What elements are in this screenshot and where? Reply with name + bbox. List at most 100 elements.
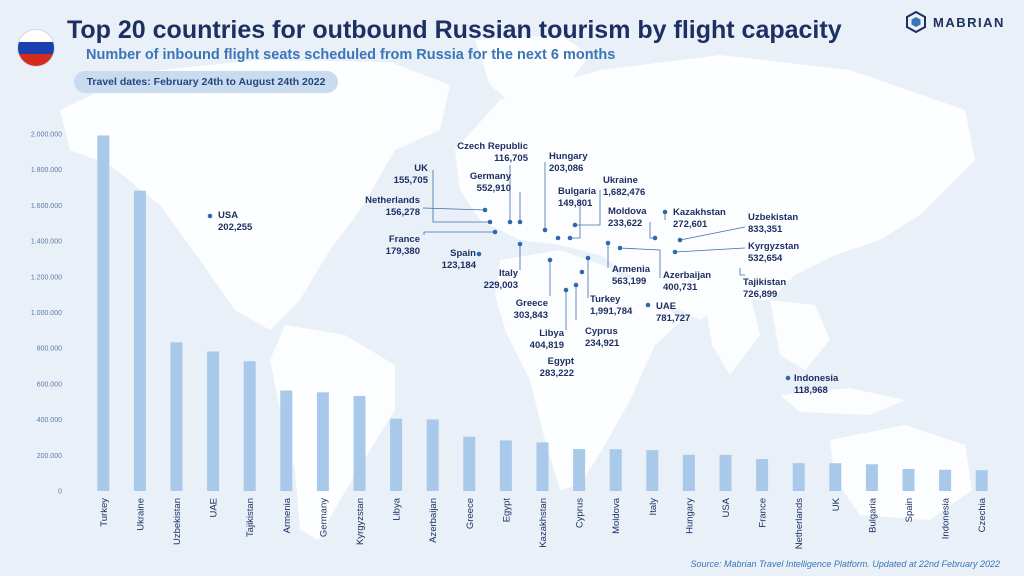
label-kyrgyzstan-name: Kyrgyzstan bbox=[748, 241, 800, 252]
page-title: Top 20 countries for outbound Russian to… bbox=[67, 16, 842, 44]
x-tick-label-kyrgyzstan: Kyrgyzstan bbox=[355, 498, 366, 545]
label-germany-value: 552,910 bbox=[476, 183, 511, 194]
label-hungary-value: 203,086 bbox=[549, 163, 584, 174]
label-tajikistan-value: 726,899 bbox=[743, 289, 778, 300]
dot-spain bbox=[476, 251, 482, 257]
dot-czech bbox=[507, 219, 513, 225]
leader-uzbekistan bbox=[679, 226, 746, 241]
label-moldova-value: 233,622 bbox=[608, 218, 643, 229]
label-azerbaijan: Azerbaijan 400,731 bbox=[663, 270, 711, 294]
bar-uk bbox=[829, 463, 842, 491]
label-indonesia: Indonesia 118,968 bbox=[794, 373, 838, 397]
label-netherlands-name: Netherlands bbox=[365, 195, 420, 206]
dot-turkey bbox=[585, 255, 591, 261]
x-tick-label-egypt: Egypt bbox=[501, 498, 512, 523]
x-tick-label-spain: Spain bbox=[904, 498, 915, 522]
map-europe-asia bbox=[455, 55, 975, 320]
dot-france bbox=[492, 229, 498, 235]
dot-azerbaijan bbox=[617, 245, 623, 251]
label-tajikistan: Tajikistan 726,899 bbox=[743, 277, 786, 301]
bar-indonesia bbox=[939, 469, 952, 491]
label-turkey-name: Turkey bbox=[590, 294, 621, 305]
bar-hungary bbox=[682, 454, 695, 491]
dot-tajikistan bbox=[652, 235, 658, 241]
label-azerbaijan-value: 400,731 bbox=[663, 282, 698, 293]
dot-egypt bbox=[579, 269, 585, 275]
dot-netherlands bbox=[482, 207, 488, 213]
bar-azerbaijan bbox=[426, 419, 439, 491]
x-axis-category-labels: Turkey Ukraine Uzbekistan UAE Tajikistan Arme… bbox=[99, 497, 988, 549]
label-kazakhstan: Kazakhstan 272,601 bbox=[673, 207, 726, 231]
label-armenia-value: 563,199 bbox=[612, 276, 647, 287]
bar-armenia bbox=[280, 390, 293, 491]
label-netherlands-value: 156,278 bbox=[385, 207, 420, 218]
hexagon-logo-icon bbox=[906, 11, 926, 33]
y-tick-label: 1.400.000 bbox=[31, 239, 62, 246]
label-germany: Germany 552,910 bbox=[467, 171, 511, 195]
label-spain: Spain 123,184 bbox=[436, 248, 476, 272]
label-czech-value: 116,705 bbox=[494, 153, 528, 164]
dot-usa bbox=[207, 213, 213, 219]
bar-ukraine bbox=[133, 190, 146, 491]
label-kyrgyzstan-value: 532,654 bbox=[748, 253, 783, 264]
bar-libya bbox=[390, 418, 403, 491]
bar-usa bbox=[719, 454, 732, 491]
label-ukraine-value: 1,682,476 bbox=[603, 187, 646, 198]
dot-greece bbox=[547, 257, 553, 263]
x-tick-label-turkey: Turkey bbox=[99, 498, 110, 527]
label-egypt-value: 283,222 bbox=[539, 368, 574, 379]
label-bulgaria-value: 149,801 bbox=[558, 198, 593, 209]
x-tick-label-hungary: Hungary bbox=[684, 498, 695, 534]
label-libya-name: Libya bbox=[539, 328, 564, 339]
y-tick-label: 200.000 bbox=[37, 453, 62, 460]
bar-france bbox=[756, 458, 769, 491]
map-southeast-asia bbox=[770, 300, 830, 370]
bar-turkey bbox=[97, 135, 110, 491]
label-italy-name: Italy bbox=[498, 268, 518, 279]
map-leader-lines bbox=[422, 162, 746, 330]
y-tick-label: 2.000.000 bbox=[31, 132, 62, 139]
map-indonesia bbox=[780, 388, 905, 415]
label-uae: UAE 781,727 bbox=[656, 301, 690, 325]
label-kazakhstan-name: Kazakhstan bbox=[673, 207, 726, 218]
bar-kazakhstan bbox=[536, 442, 549, 491]
bar-italy bbox=[646, 450, 659, 491]
map-south-america bbox=[270, 325, 395, 540]
label-uk-value: 155,705 bbox=[393, 175, 428, 186]
x-tick-label-germany: Germany bbox=[318, 498, 329, 537]
x-tick-label-ukraine: Ukraine bbox=[135, 498, 146, 531]
label-kyrgyzstan: Kyrgyzstan 532,654 bbox=[748, 241, 799, 265]
x-tick-label-uk: UK bbox=[831, 497, 842, 511]
label-usa-name: USA bbox=[218, 210, 239, 221]
y-tick-label: 1.600.000 bbox=[31, 203, 62, 210]
y-tick-label: 400.000 bbox=[37, 417, 62, 424]
map-north-america bbox=[60, 60, 450, 330]
bars bbox=[97, 135, 988, 491]
label-france-value: 179,380 bbox=[385, 246, 420, 257]
label-uzbekistan-name: Uzbekistan bbox=[748, 212, 799, 223]
label-egypt-name: Egypt bbox=[547, 356, 574, 367]
dot-kyrgyzstan bbox=[672, 249, 678, 255]
dot-ukraine bbox=[572, 222, 578, 228]
russia-flag-icon bbox=[18, 30, 54, 66]
dot-indonesia bbox=[785, 375, 791, 381]
leader-bulgaria bbox=[570, 200, 581, 239]
label-armenia-name: Armenia bbox=[612, 264, 651, 275]
map-uk-isles bbox=[470, 168, 486, 196]
label-cyprus: Cyprus 234,921 bbox=[585, 326, 619, 350]
label-hungary-name: Hungary bbox=[549, 151, 588, 162]
x-tick-label-czechia: Czechia bbox=[977, 497, 988, 532]
label-armenia: Armenia 563,199 bbox=[612, 264, 650, 288]
x-tick-label-armenia: Armenia bbox=[282, 497, 293, 533]
y-tick-label: 0 bbox=[58, 489, 62, 496]
y-tick-label: 800.000 bbox=[37, 346, 62, 353]
x-tick-label-tajikistan: Tajikistan bbox=[245, 498, 256, 537]
bar-uzbekistan bbox=[170, 342, 183, 491]
label-cyprus-value: 234,921 bbox=[585, 338, 620, 349]
label-france: France 179,380 bbox=[378, 234, 420, 258]
label-czech-republic: Czech Republic 116,705 bbox=[456, 141, 528, 165]
dot-uzbekistan bbox=[677, 237, 683, 243]
y-tick-label: 1.200.000 bbox=[31, 274, 62, 281]
leader-tajikistan bbox=[739, 268, 745, 276]
